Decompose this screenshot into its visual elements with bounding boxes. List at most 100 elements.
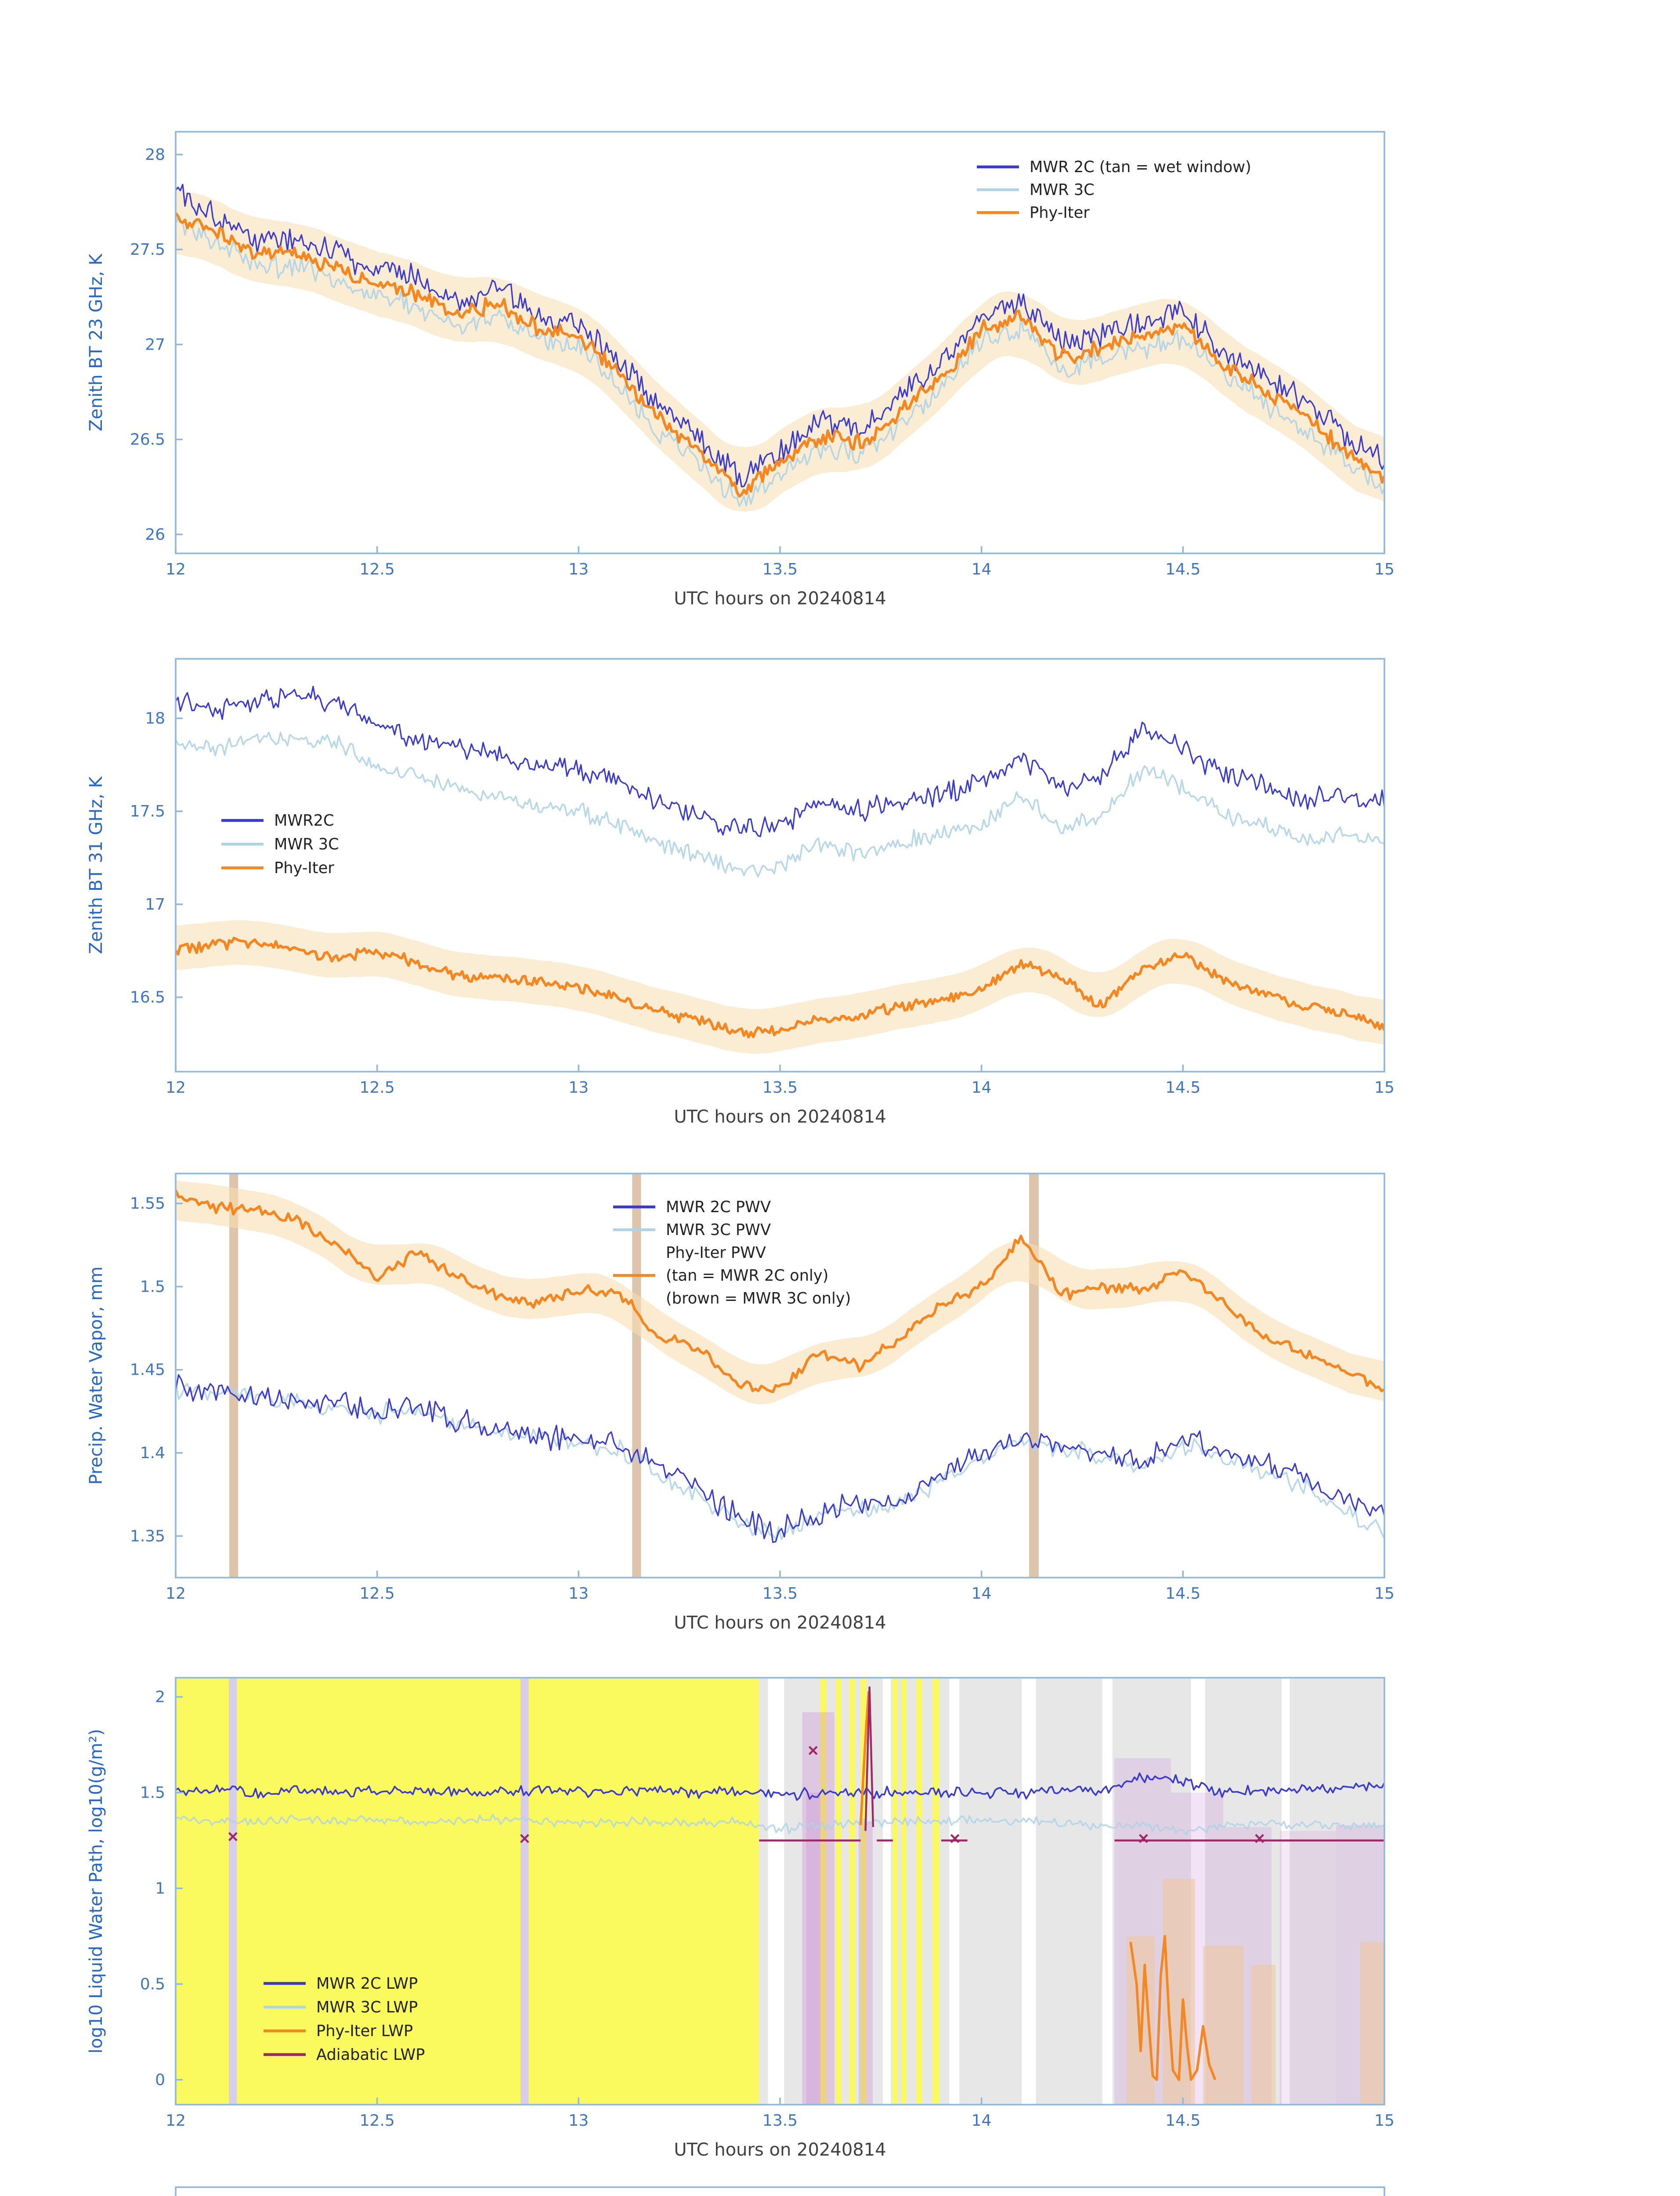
y-tick-label: 26 (145, 526, 165, 544)
plot-area-zenith-bt-23 (176, 184, 1384, 512)
tan-flag-bar (229, 1174, 238, 1578)
x-tick-label: 13 (568, 560, 589, 578)
yellow-stripe (835, 1678, 842, 2105)
legend-label: Phy-Iter PWV (666, 1244, 766, 1262)
x-tick-label: 14.5 (1165, 560, 1200, 578)
y-axis-label: Zenith BT 31 GHz, K (86, 776, 106, 954)
yellow-stripe (849, 1678, 855, 2105)
series-mwr-3c (176, 217, 1384, 507)
series-phy-iter-pwv (176, 1189, 1384, 1394)
tan-shade (1203, 1946, 1243, 2105)
x-marker (808, 1746, 818, 1755)
y-tick-label: 0 (155, 2071, 165, 2089)
series-phy-iter-lwp (859, 1691, 870, 1825)
yellow-stripe (892, 1678, 898, 2105)
series-mwr-2c (176, 184, 1384, 488)
flag-stripe (520, 1678, 529, 2105)
plot-area-lwp (176, 1678, 1384, 2105)
yellow-stripe (916, 1678, 922, 2105)
x-tick-label: 13.5 (762, 560, 798, 578)
legend-label: MWR 3C LWP (316, 1998, 418, 2016)
x-tick-label: 14 (972, 1079, 992, 1097)
y-tick-label: 1.5 (140, 1278, 165, 1296)
x-tick-label: 12 (166, 1079, 186, 1097)
legend-label: MWR 2C LWP (316, 1975, 418, 1993)
x-tick-label: 15 (1374, 1585, 1395, 1603)
legend-label: MWR 3C (274, 835, 339, 853)
tan-flag-bar (632, 1174, 641, 1578)
x-tick-label: 14 (972, 2112, 992, 2130)
x-tick-label: 13 (568, 1079, 589, 1097)
x-tick-label: 12.5 (360, 560, 395, 578)
y-tick-label: 27.5 (130, 241, 165, 259)
series-mwr-2c-lwp (176, 1772, 1384, 1801)
x-axis-label: UTC hours on 20240814 (674, 1107, 886, 1127)
x-axis-label: UTC hours on 20240814 (674, 589, 886, 609)
legend-label: (brown = MWR 3C only) (666, 1289, 851, 1307)
y-axis-label: Precip. Water Vapor, mm (86, 1267, 106, 1485)
y-tick-label: 17 (145, 896, 165, 914)
legend: MWR2C MWR 3C Phy-Iter (221, 812, 339, 877)
series-mwr-3c-pwv (176, 1381, 1384, 1541)
legend-label: MWR 3C PWV (666, 1221, 771, 1239)
panel-zenith-bt-31: 12 12.5 13 13.5 14 14.5 15 16.5 17 17.5 18 UTC hour… (86, 658, 1395, 1127)
y-axis-label: Zenith BT 23 GHz, K (86, 253, 106, 431)
panel-zenith-bt-23: 12 12.5 13 13.5 14 14.5 15 26 26.5 27 27.5 28 UTC ho… (86, 131, 1395, 609)
flag-stripe (229, 1678, 237, 2105)
x-axis-label: UTC hours on 20240814 (674, 2140, 886, 2160)
yellow-stripe (820, 1678, 827, 2105)
plot-area-pwv (176, 1174, 1384, 1578)
x-tick-label: 12.5 (360, 1079, 395, 1097)
gap (768, 1678, 784, 2105)
legend-label: MWR 3C (1030, 181, 1095, 199)
x-tick-label: 15 (1374, 2112, 1395, 2130)
tan-shade (1251, 1965, 1276, 2105)
x-tick-label: 13.5 (762, 1585, 798, 1603)
x-tick-label: 13.5 (762, 1079, 798, 1097)
panel-lwp: 12 12.5 13 13.5 14 14.5 15 0 0.5 1 1.5 2 UTC hours o… (86, 1677, 1395, 2160)
wet-window-region (176, 1678, 759, 2105)
cloud-prob-shade (802, 1712, 835, 2105)
x-tick-label: 14 (972, 560, 992, 578)
cloud-prob-shade (806, 1792, 820, 2105)
gap (1102, 1678, 1113, 2105)
legend-label: MWR2C (274, 812, 334, 830)
legend-label: MWR 2C (tan = wet window) (1030, 158, 1251, 176)
legend-label: (tan = MWR 2C only) (666, 1267, 828, 1285)
gap (1282, 1678, 1290, 2105)
series-mwr-2c-pwv (176, 1374, 1384, 1543)
y-tick-label: 1.4 (140, 1444, 165, 1462)
x-marker (950, 1834, 960, 1843)
y-tick-label: 1.5 (140, 1784, 165, 1802)
x-marker (1255, 1834, 1264, 1843)
x-tick-label: 14.5 (1165, 2112, 1200, 2130)
uncertainty-band (176, 1180, 1384, 1405)
y-tick-label: 18 (145, 709, 165, 727)
series-mwr-3c-lwp (176, 1813, 1384, 1836)
series-phy-iter-lwp (1129, 1935, 1217, 2081)
y-tick-label: 28 (145, 146, 165, 164)
legend-label: Phy-Iter (274, 859, 334, 877)
x-tick-label: 15 (1374, 1079, 1395, 1097)
yellow-stripe (932, 1678, 939, 2105)
legend: MWR 2C (tan = wet window) MWR 3C Phy-Iter (977, 158, 1251, 222)
x-tick-label: 14 (972, 1585, 992, 1603)
x-tick-label: 13.5 (762, 2112, 798, 2130)
y-tick-label: 26.5 (130, 431, 165, 449)
x-marker (520, 1834, 529, 1843)
legend: MWR 2C LWP MWR 3C LWP Phy-Iter LWP Adiabati… (264, 1975, 425, 2064)
tan-shade (1360, 1942, 1384, 2105)
x-tick-label: 12 (166, 560, 186, 578)
x-tick-label: 13 (568, 2112, 589, 2130)
legend-label: Phy-Iter (1030, 204, 1090, 222)
cloud-prob-shade (1279, 1831, 1336, 2105)
series-mwr-3c (176, 731, 1384, 878)
y-tick-label: 16.5 (130, 989, 165, 1007)
y-tick-label: 27 (145, 336, 165, 354)
series-adiabatic-lwp (864, 1686, 874, 1831)
legend: MWR 2C PWV MWR 3C PWV Phy-Iter PWV (tan = M… (613, 1198, 851, 1307)
gap (882, 1678, 891, 2105)
gap (949, 1678, 960, 2105)
